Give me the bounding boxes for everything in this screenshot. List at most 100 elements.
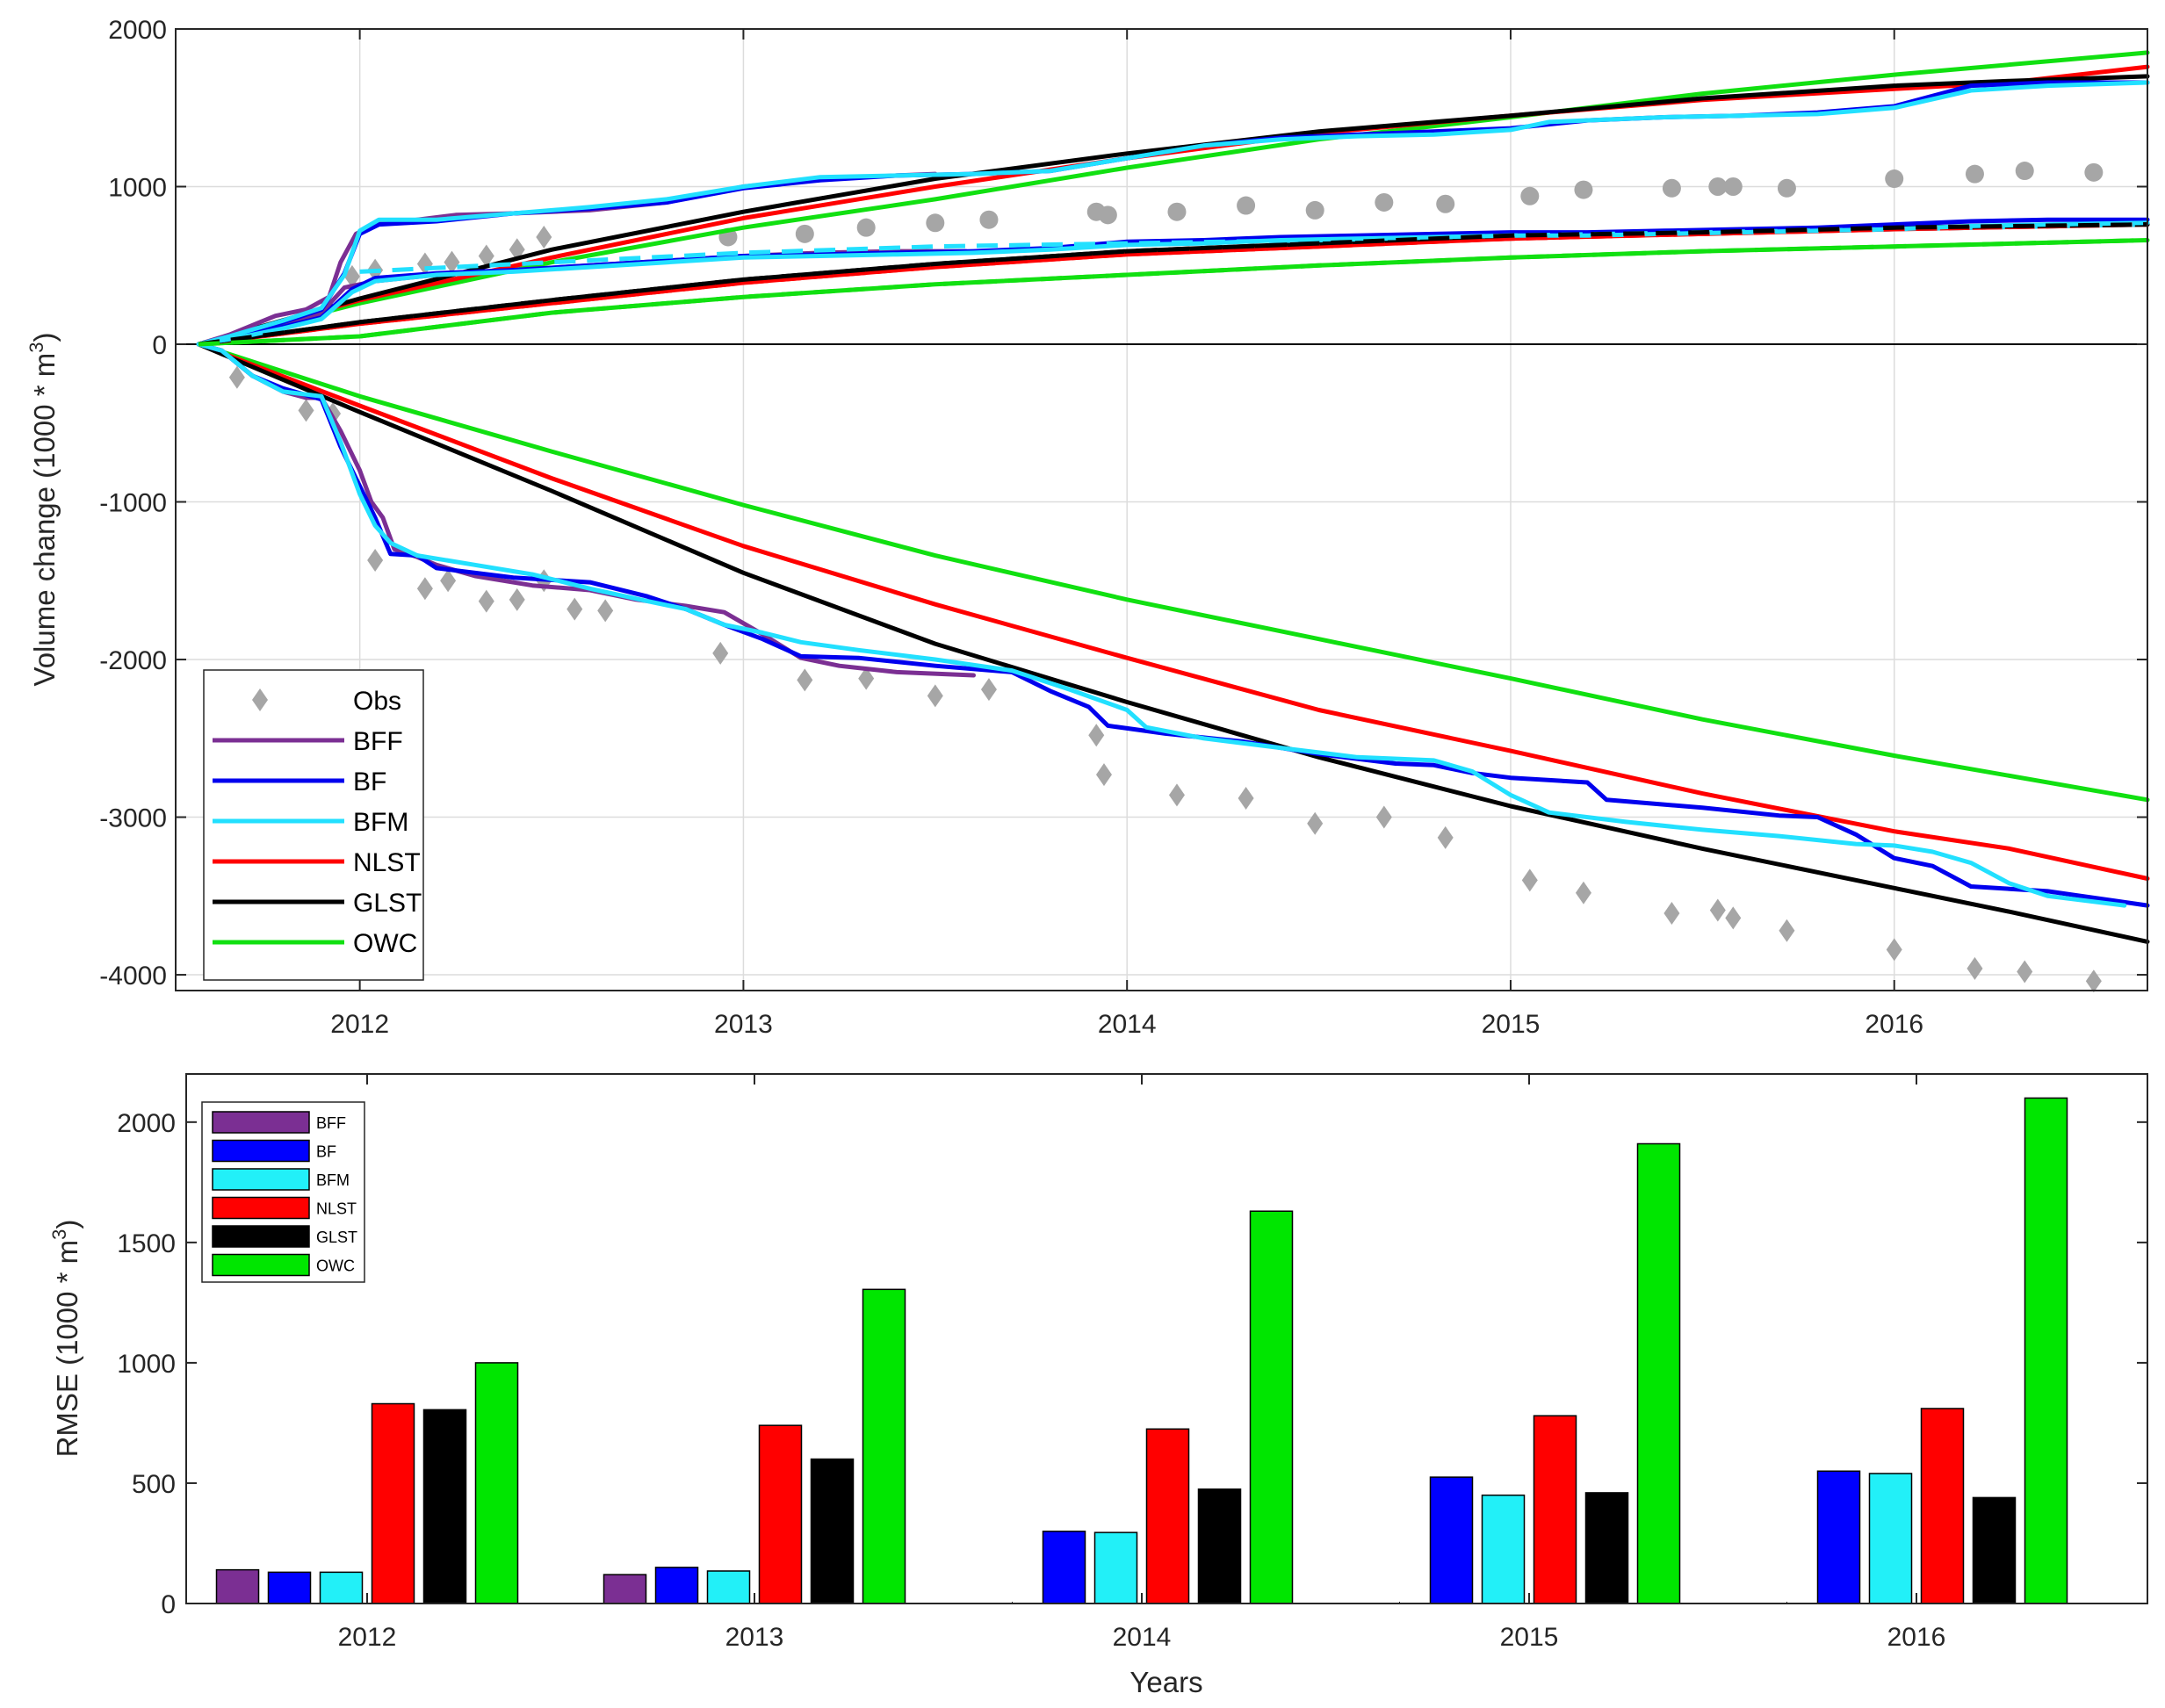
legend-obs-label: Obs [353,687,401,716]
obs-diamond-30 [1521,868,1538,892]
obs-circle-2 [856,218,876,237]
obs-diamond-9 [444,250,460,274]
legend-nlst-label: NLST [353,848,421,877]
obs-diamond-23 [1088,724,1105,747]
line-bfm-0 [196,80,2150,347]
x-tick-label-2014: 2014 [1098,1010,1157,1039]
y-tick-label--1000: -1000 [99,489,167,518]
bar-bf-2014 [1042,1531,1086,1604]
obs-diamond-26 [1238,787,1254,810]
bar-owc-2014 [1249,1210,1294,1604]
bar-chart-legend: BFF BF BFM NLST GLST OWC [201,1101,365,1283]
legend-glst-label: GLST [353,889,422,918]
bar-y-tick-label-2000: 2000 [117,1109,176,1138]
obs-circle-15 [1708,177,1728,197]
obs-diamond-16 [567,597,583,621]
bar-x-tick-label-2016: 2016 [1887,1623,1946,1652]
obs-circle-1 [795,224,814,243]
obs-circle-7 [1167,202,1187,221]
line-glst-2 [196,342,2150,944]
obs-diamond-32 [1663,902,1680,926]
obs-circle-10 [1375,192,1394,212]
bar-nlst-2016 [1920,1408,1965,1604]
obs-diamond-7 [416,577,433,601]
bar-owc-2015 [1636,1142,1681,1604]
bar-legend-bf-label: BF [316,1143,336,1161]
obs-diamond-35 [1779,919,1795,942]
y-tick-label-1000: 1000 [108,174,167,203]
bar-bff-2012 [215,1568,260,1604]
bar-x-tick-label-2014: 2014 [1113,1623,1172,1652]
obs-diamond-20 [858,667,875,690]
bar-legend-bf-swatch [212,1139,310,1163]
obs-circle-3 [926,213,945,233]
obs-diamond-39 [2085,969,2102,993]
obs-diamond-8 [440,569,457,593]
bar-legend-bfm-swatch [212,1168,310,1191]
obs-diamond-38 [2017,960,2033,984]
obs-diamond-25 [1168,783,1185,807]
bar-bfm-2012 [319,1571,364,1604]
bar-y-tick-label-500: 500 [132,1470,176,1499]
obs-diamond-17 [597,599,614,623]
bar-glst-2015 [1584,1492,1629,1604]
bar-legend-owc-swatch [212,1253,310,1277]
line-chart-frame [175,28,2148,991]
obs-circle-13 [1574,180,1593,199]
obs-diamond-27 [1307,811,1324,835]
bar-chart-ticks: 2012 2013 2014 2015 2016 0 500 1000 1500 2000 [117,1074,2147,1652]
bar-legend-glst-label: GLST [316,1229,357,1246]
bar-nlst-2015 [1533,1415,1577,1604]
obs-circle-21 [2084,162,2104,182]
line-nlst-2 [196,342,2150,881]
dashed-owc [198,238,2148,347]
bar-bf-2016 [1816,1470,1861,1604]
obs-diamond-33 [1709,898,1726,922]
bar-legend-owc-label: OWC [316,1258,355,1275]
bar-nlst-2014 [1145,1428,1190,1604]
bar-owc-2016 [2024,1097,2068,1604]
obs-circle-16 [1723,177,1743,197]
line-chart-ticks: 2012 2013 2014 2015 2016 -4000 -3000 -2000 -1000… [99,16,2147,1039]
obs-diamond-29 [1437,825,1454,849]
obs-circle-6 [1098,205,1117,225]
y-tick-label--2000: -2000 [99,646,167,675]
bar-chart-y-axis-label: RMSE (1000 * m3) [48,1220,83,1458]
line-chart-legend: Obs BFF BF BFM NLST GLST OWC [203,669,424,981]
obs-circle-8 [1237,196,1256,215]
obs-circle-4 [979,210,999,229]
bar-legend-bff-label: BFF [316,1114,346,1132]
bar-x-tick-label-2015: 2015 [1500,1623,1559,1652]
line-bf-2 [196,342,2150,908]
bar-nlst-2012 [371,1402,415,1604]
bar-bfm-2016 [1868,1473,1913,1604]
y-tick-label-2000: 2000 [108,16,167,45]
obs-diamond-14 [536,225,552,249]
bar-bff-2013 [603,1574,647,1604]
bar-chart-x-axis-label: Years [1129,1666,1202,1698]
x-tick-label-2016: 2016 [1865,1010,1923,1039]
line-chart-plot-area [176,29,2147,991]
x-tick-label-2012: 2012 [330,1010,389,1039]
bar-y-tick-label-0: 0 [161,1590,176,1619]
obs-diamond-5 [367,548,384,572]
bar-bfm-2014 [1093,1531,1138,1604]
dashed-glst [198,222,2148,347]
bar-legend-glst-swatch [212,1225,310,1248]
line-chart: 2012 2013 2014 2015 2016 -4000 -3000 -2000 -1000… [25,16,2150,1039]
obs-diamond-19 [797,668,813,692]
bar-bfm-2015 [1481,1494,1526,1604]
bar-bf-2013 [654,1567,699,1604]
obs-diamond-1 [298,399,314,422]
bar-legend-nlst-swatch [212,1196,310,1220]
legend-obs-marker [252,688,268,711]
obs-diamond-10 [478,244,494,268]
bar-owc-2013 [862,1288,906,1604]
bar-glst-2016 [1972,1496,2017,1604]
obs-diamond-21 [927,684,943,708]
bar-glst-2014 [1197,1488,1242,1604]
line-chart-legend-box [203,669,424,981]
bar-bf-2012 [267,1571,312,1604]
obs-diamond-24 [1095,763,1112,787]
obs-diamond-36 [1886,938,1902,962]
